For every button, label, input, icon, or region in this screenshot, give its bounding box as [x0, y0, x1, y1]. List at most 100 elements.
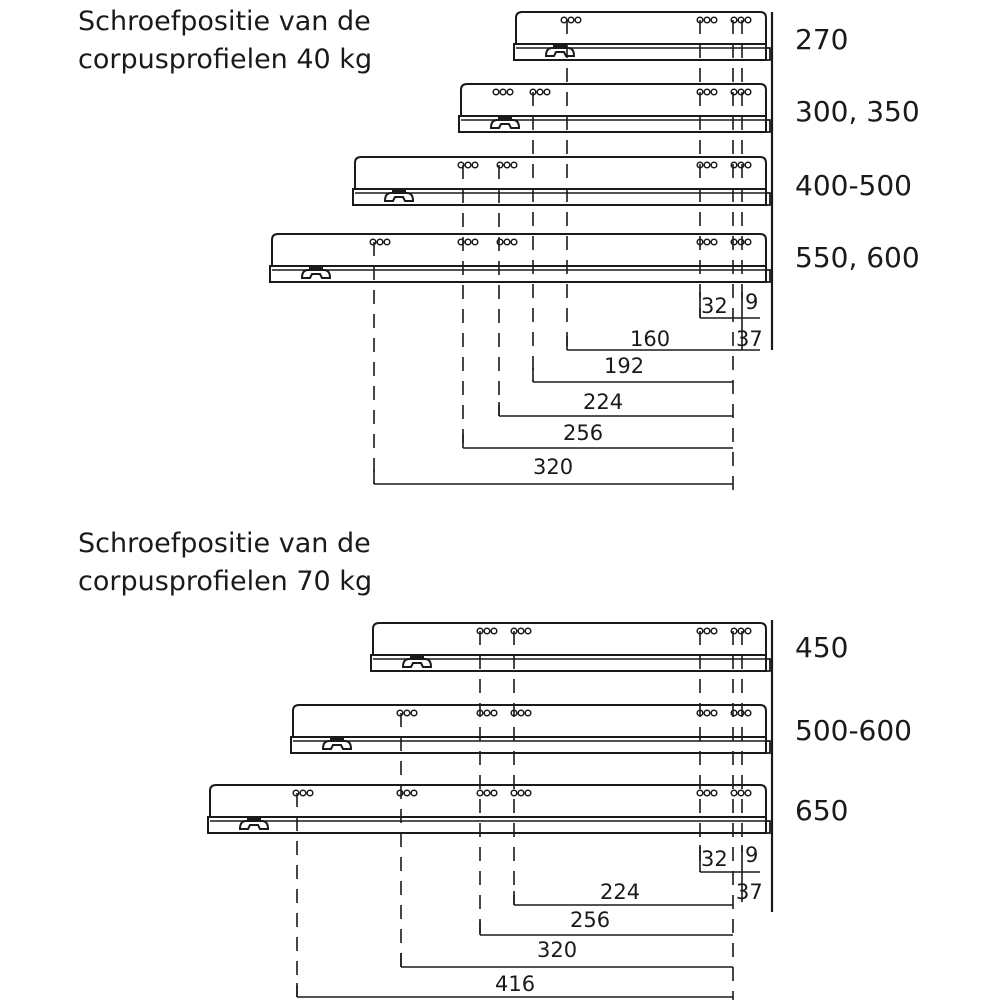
- dim-label: 192: [604, 354, 644, 378]
- rail-lower-profile: [513, 43, 767, 61]
- screw-hole-icon: [744, 627, 752, 635]
- rail-handle-icon: [489, 119, 521, 129]
- screw-hole-icon: [703, 709, 711, 717]
- screw-hole-icon: [703, 161, 711, 169]
- screw-hole-icon: [490, 709, 498, 717]
- screw-hole-icon: [471, 161, 479, 169]
- dim-label: 416: [495, 972, 535, 996]
- rail-handle-icon: [300, 269, 332, 279]
- rail-handle-tab: [247, 816, 261, 821]
- rail-body: [515, 11, 767, 44]
- rail-lower-profile: [352, 188, 767, 206]
- screw-hole-icon: [703, 238, 711, 246]
- rail-hook: [762, 119, 771, 133]
- rail-body: [460, 83, 767, 116]
- screw-hole-icon: [744, 16, 752, 24]
- rail-size-label: 550, 600: [795, 241, 920, 274]
- rail-handle-tab: [410, 654, 424, 659]
- screw-hole-icon: [744, 789, 752, 797]
- rail-body: [372, 622, 767, 655]
- screw-hole-icon: [567, 16, 575, 24]
- screw-hole-icon: [574, 16, 582, 24]
- screw-hole-icon: [490, 627, 498, 635]
- screw-hole-icon: [710, 88, 718, 96]
- screw-hole-icon: [710, 161, 718, 169]
- dim-label: 9: [745, 290, 758, 314]
- screw-hole-icon: [737, 238, 745, 246]
- screw-hole-icon: [744, 88, 752, 96]
- screw-hole-icon: [506, 88, 514, 96]
- rail-lower-profile: [458, 115, 767, 133]
- section-1-title-line-2: corpusprofielen 40 kg: [78, 44, 372, 75]
- screw-hole-icon: [369, 238, 377, 246]
- screw-hole-icon: [476, 789, 484, 797]
- dim-label: 224: [583, 390, 623, 414]
- screw-hole-icon: [410, 709, 418, 717]
- screw-hole-icon: [744, 238, 752, 246]
- screw-hole-icon: [536, 88, 544, 96]
- rail-body: [271, 233, 767, 266]
- section-2-title-line-1: Schroefpositie van de: [78, 528, 371, 559]
- screw-hole-icon: [292, 789, 300, 797]
- screw-hole-icon: [471, 238, 479, 246]
- screw-hole-icon: [703, 789, 711, 797]
- rail-size-label: 400-500: [795, 169, 912, 202]
- rail-hook: [762, 820, 771, 834]
- dim-label: 320: [537, 938, 577, 962]
- rail-size-label: 650: [795, 794, 848, 827]
- screw-hole-icon: [730, 789, 738, 797]
- rail-lower-profile: [370, 654, 767, 672]
- rail-handle-tab: [553, 43, 567, 48]
- screw-hole-icon: [710, 16, 718, 24]
- screw-hole-icon: [730, 238, 738, 246]
- screw-hole-icon: [730, 709, 738, 717]
- dim-label: 224: [600, 880, 640, 904]
- screw-hole-icon: [730, 16, 738, 24]
- rail-body: [209, 784, 767, 817]
- screw-hole-icon: [710, 238, 718, 246]
- screw-hole-icon: [403, 789, 411, 797]
- screw-hole-icon: [710, 709, 718, 717]
- screw-hole-icon: [710, 627, 718, 635]
- rail-handle-icon: [238, 820, 270, 830]
- rail-lower-profile: [207, 816, 767, 834]
- rail-handle-tab: [330, 736, 344, 741]
- section-1-title-line-1: Schroefpositie van de: [78, 6, 371, 37]
- screw-hole-icon: [730, 161, 738, 169]
- screw-hole-icon: [483, 789, 491, 797]
- rail-handle-tab: [392, 188, 406, 193]
- rail-handle-tab: [498, 115, 512, 120]
- screw-hole-icon: [524, 789, 532, 797]
- screw-hole-icon: [703, 88, 711, 96]
- screw-hole-icon: [490, 789, 498, 797]
- rail-handle-tab: [309, 265, 323, 270]
- rail-handle-icon: [383, 192, 415, 202]
- screw-hole-icon: [730, 627, 738, 635]
- screw-hole-icon: [517, 709, 525, 717]
- screw-hole-icon: [383, 238, 391, 246]
- screw-hole-icon: [560, 16, 568, 24]
- screw-hole-icon: [464, 238, 472, 246]
- screw-hole-icon: [524, 627, 532, 635]
- rail-body: [354, 156, 767, 189]
- screw-hole-icon: [503, 238, 511, 246]
- dim-label: 320: [533, 455, 573, 479]
- screw-hole-icon: [403, 709, 411, 717]
- rail-size-label: 450: [795, 631, 848, 664]
- dim-label: 32: [701, 294, 728, 318]
- rail-body: [292, 704, 767, 737]
- rail-hook: [762, 47, 771, 61]
- screw-hole-icon: [299, 789, 307, 797]
- screw-hole-icon: [737, 789, 745, 797]
- dim-label: 32: [701, 847, 728, 871]
- screw-hole-icon: [703, 16, 711, 24]
- rail-size-label: 300, 350: [795, 95, 920, 128]
- dim-label: 256: [563, 421, 603, 445]
- rail-hook: [762, 658, 771, 672]
- screw-hole-icon: [737, 16, 745, 24]
- screw-hole-icon: [524, 709, 532, 717]
- screw-hole-icon: [737, 88, 745, 96]
- dim-label: 160: [630, 327, 670, 351]
